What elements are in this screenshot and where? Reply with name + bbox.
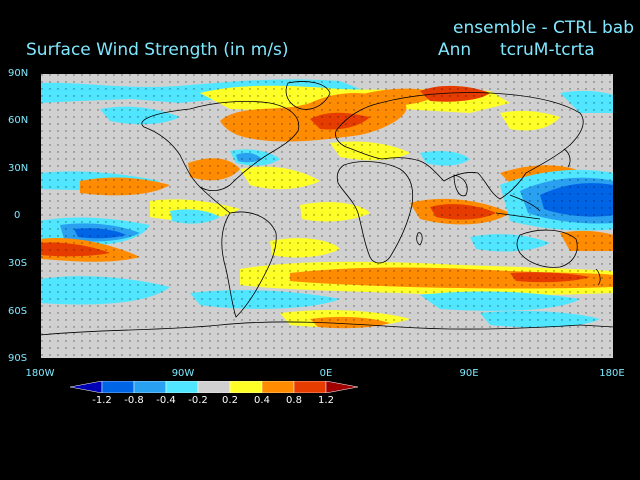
colorbar-swatch-3 [165,381,199,393]
colorbar-swatch-0 [70,381,103,393]
colorbar [70,381,359,393]
lat-label-90s: 90S [8,353,28,364]
colorbar-swatch-1 [101,381,135,393]
season-label: Ann [438,40,472,60]
run-label: ensemble - CTRL bab [453,18,634,38]
map-frame [40,73,614,359]
colorbar-label: -0.4 [156,395,176,406]
wind-anomaly-map [40,73,614,359]
lat-label-30s: 30S [8,258,28,269]
colorbar-swatch-6 [261,381,295,393]
colorbar-label: 0.2 [222,395,238,406]
colorbar-label: -0.2 [188,395,208,406]
colorbar-swatch-7 [293,381,327,393]
lon-label-0e: 0E [319,368,333,379]
lat-label-eq: 0 [14,210,21,221]
lat-label-60n: 60N [8,115,29,126]
colorbar-label: 1.2 [318,395,334,406]
colorbar-swatch-8 [325,381,359,393]
colorbar-label: -1.2 [92,395,112,406]
experiment-label: tcruM-tcrta [500,40,595,60]
colorbar-swatch-5 [229,381,263,393]
lon-label-180w: 180W [25,368,55,379]
lat-label-30n: 30N [8,163,29,174]
lat-label-60s: 60S [8,306,28,317]
lon-label-90w: 90W [171,368,195,379]
colorbar-swatch-2 [133,381,167,393]
colorbar-label: 0.8 [286,395,302,406]
lon-label-90e: 90E [459,368,479,379]
colorbar-swatch-4 [197,381,231,393]
significance-stipple [40,73,614,359]
coastlines [40,81,614,336]
colorbar-label: -0.8 [124,395,144,406]
lon-label-180e: 180E [599,368,625,379]
colorbar-label: 0.4 [254,395,270,406]
plot-title: Surface Wind Strength (in m/s) [26,40,289,60]
lat-label-90n: 90N [8,68,29,79]
